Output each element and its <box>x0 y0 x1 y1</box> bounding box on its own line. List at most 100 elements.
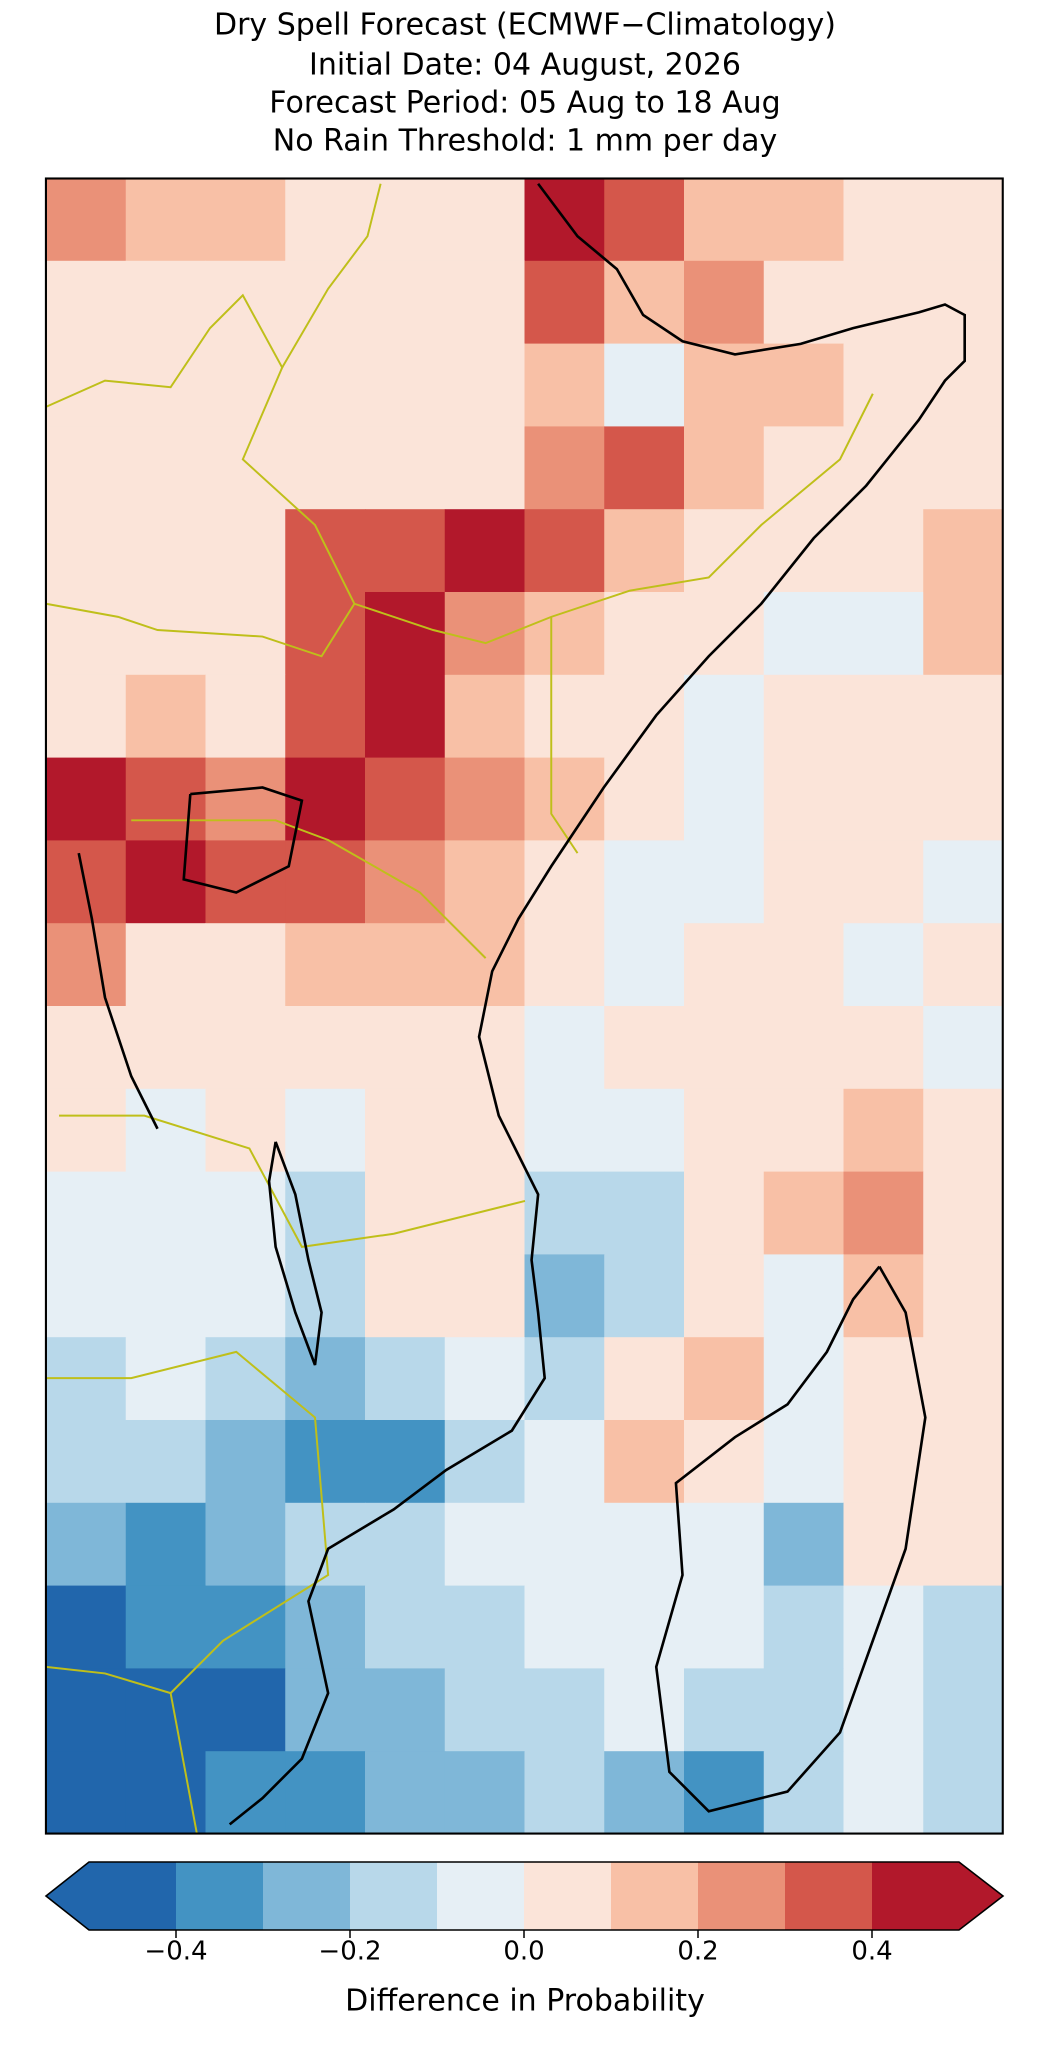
grid-cell <box>285 509 366 593</box>
grid-cell <box>125 1751 206 1835</box>
colorbar-outline <box>44 1861 1005 1931</box>
colorbar-label: Difference in Probability <box>345 1984 705 2019</box>
colorbar-segment <box>785 1862 873 1930</box>
grid-cell <box>923 426 1004 510</box>
grid-cell <box>365 1668 446 1752</box>
grid-cell <box>444 1668 525 1752</box>
grid-cell <box>604 343 685 427</box>
grid-cell <box>46 674 127 759</box>
colorbar: −0.4 −0.2 0.0 0.2 0.4 <box>44 1861 1005 1967</box>
grid-cell <box>763 1668 844 1752</box>
grid-cell <box>763 1502 844 1587</box>
grid-cell <box>923 178 1004 262</box>
colorbar-tick-label: 0.0 <box>503 1937 544 1967</box>
grid-cell <box>125 674 206 759</box>
grid-cell <box>843 260 924 345</box>
grid-cell <box>843 1420 924 1504</box>
grid-cell <box>365 1502 446 1587</box>
grid-cell <box>843 343 924 427</box>
grid-cell <box>843 1751 924 1835</box>
grid-cell <box>125 592 206 676</box>
grid-cell <box>285 1088 366 1173</box>
coastline <box>654 1265 927 1813</box>
colorbar-segment <box>872 1862 960 1930</box>
grid-cell <box>46 1751 127 1835</box>
grid-cell <box>524 1254 605 1338</box>
grid-cell <box>684 426 765 510</box>
grid-cell <box>684 1502 765 1587</box>
grid-cell <box>763 1337 844 1421</box>
colorbar-tick-label: 0.4 <box>851 1937 892 1967</box>
grid-cell <box>604 840 685 924</box>
grid-cell <box>604 674 685 759</box>
grid-cell <box>524 592 605 676</box>
grid-cell <box>444 1088 525 1173</box>
grid-cell <box>923 1420 1004 1504</box>
grid-cell <box>763 1006 844 1090</box>
grid-cell <box>285 1171 366 1255</box>
grid-cell <box>205 1337 286 1421</box>
grid-cell <box>684 1585 765 1669</box>
grid-cell <box>285 923 366 1007</box>
grid-cell <box>365 840 446 924</box>
grid-cell <box>923 1171 1004 1255</box>
grid-cell <box>524 1337 605 1421</box>
colorbar-extend-high <box>959 1862 1003 1930</box>
grid-cell <box>444 1254 525 1338</box>
grid-cell <box>604 923 685 1007</box>
grid-cell <box>46 1502 127 1587</box>
colorbar-extend-low <box>46 1862 89 1930</box>
grid-cell <box>125 757 206 841</box>
country-borders <box>45 1350 330 1834</box>
grid-cell <box>365 592 446 676</box>
grid-cell <box>684 1006 765 1090</box>
grid-cell <box>604 1006 685 1090</box>
grid-cell <box>444 1751 525 1835</box>
map-outlines <box>44 177 1004 1835</box>
grid-cell <box>444 426 525 510</box>
grid-cell <box>285 178 366 262</box>
grid-cell <box>285 1337 366 1421</box>
grid-cell <box>843 592 924 676</box>
colorbar-tick-label: 0.2 <box>677 1937 718 1967</box>
grid-cell <box>125 1254 206 1338</box>
grid-cell <box>365 1420 446 1504</box>
grid-cell <box>763 1171 844 1255</box>
grid-cell <box>923 923 1004 1007</box>
grid-cell <box>843 1668 924 1752</box>
grid-cell <box>923 1668 1004 1752</box>
lake-outline <box>77 852 159 1130</box>
grid-cell <box>285 1585 366 1669</box>
grid-cell <box>763 1254 844 1338</box>
grid-cell <box>205 1006 286 1090</box>
grid-cell <box>763 592 844 676</box>
grid-cell <box>125 1171 206 1255</box>
colorbar-segment <box>611 1862 699 1930</box>
grid-cell <box>843 1337 924 1421</box>
grid-cell <box>843 178 924 262</box>
grid-cell <box>923 592 1004 676</box>
coastline <box>228 182 966 1826</box>
colorbar-segment <box>350 1862 438 1930</box>
grid-cell <box>604 426 685 510</box>
grid-cell <box>205 343 286 427</box>
grid-cell <box>524 426 605 510</box>
grid-cell <box>205 757 286 841</box>
grid-cell <box>46 1006 127 1090</box>
lake-outline <box>267 1141 323 1366</box>
grid-cell <box>763 1420 844 1504</box>
grid-cell <box>46 509 127 593</box>
forecast-field <box>46 178 1004 1835</box>
grid-cell <box>444 343 525 427</box>
grid-cell <box>684 674 765 759</box>
colorbar-segment <box>437 1862 525 1930</box>
grid-cell <box>46 1585 127 1669</box>
title-line: Initial Date: 04 August, 2026 <box>309 48 741 83</box>
grid-cell <box>604 757 685 841</box>
grid-cell <box>205 1668 286 1752</box>
grid-cell <box>684 592 765 676</box>
grid-cell <box>365 757 446 841</box>
grid-cell <box>125 1006 206 1090</box>
grid-cell <box>46 1088 127 1173</box>
